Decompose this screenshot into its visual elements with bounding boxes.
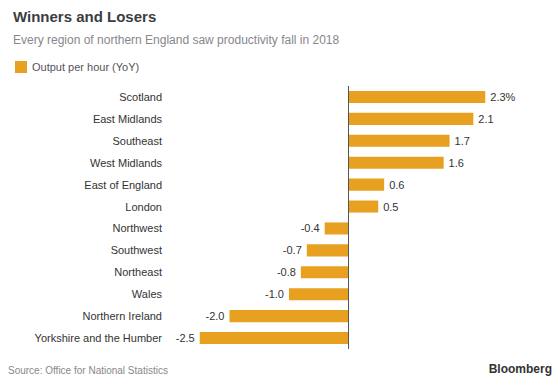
svg-text:Wales: Wales [132, 288, 163, 300]
svg-text:Source: Office for National St: Source: Office for National Statistics [8, 365, 168, 376]
svg-text:Northern Ireland: Northern Ireland [83, 310, 163, 322]
svg-text:Northwest: Northwest [112, 222, 162, 234]
svg-text:Bloomberg: Bloomberg [489, 362, 552, 376]
svg-text:Yorkshire and the Humber: Yorkshire and the Humber [35, 332, 163, 344]
svg-text:Southwest: Southwest [111, 244, 162, 256]
svg-text:0.5: 0.5 [383, 201, 398, 213]
svg-text:East of England: East of England [84, 179, 162, 191]
svg-text:Northeast: Northeast [114, 266, 162, 278]
svg-text:Scotland: Scotland [119, 91, 162, 103]
svg-text:Winners and Losers: Winners and Losers [13, 8, 156, 25]
svg-text:-1.0: -1.0 [265, 288, 284, 300]
svg-text:2.1: 2.1 [478, 113, 493, 125]
svg-text:1.7: 1.7 [455, 135, 470, 147]
svg-text:Every region of northern Engla: Every region of northern England saw pro… [13, 33, 340, 47]
svg-text:East Midlands: East Midlands [93, 113, 163, 125]
svg-text:0.6: 0.6 [389, 179, 404, 191]
svg-text:2.3%: 2.3% [490, 91, 515, 103]
svg-text:-0.7: -0.7 [283, 244, 302, 256]
svg-text:Southeast: Southeast [112, 135, 162, 147]
svg-text:-0.8: -0.8 [277, 266, 296, 278]
svg-text:-2.5: -2.5 [176, 332, 195, 344]
svg-text:-2.0: -2.0 [206, 310, 225, 322]
svg-text:London: London [125, 201, 162, 213]
svg-text:1.6: 1.6 [449, 157, 464, 169]
svg-text:West Midlands: West Midlands [90, 157, 162, 169]
svg-text:Output per hour (YoY): Output per hour (YoY) [32, 61, 139, 73]
svg-text:-0.4: -0.4 [301, 222, 320, 234]
